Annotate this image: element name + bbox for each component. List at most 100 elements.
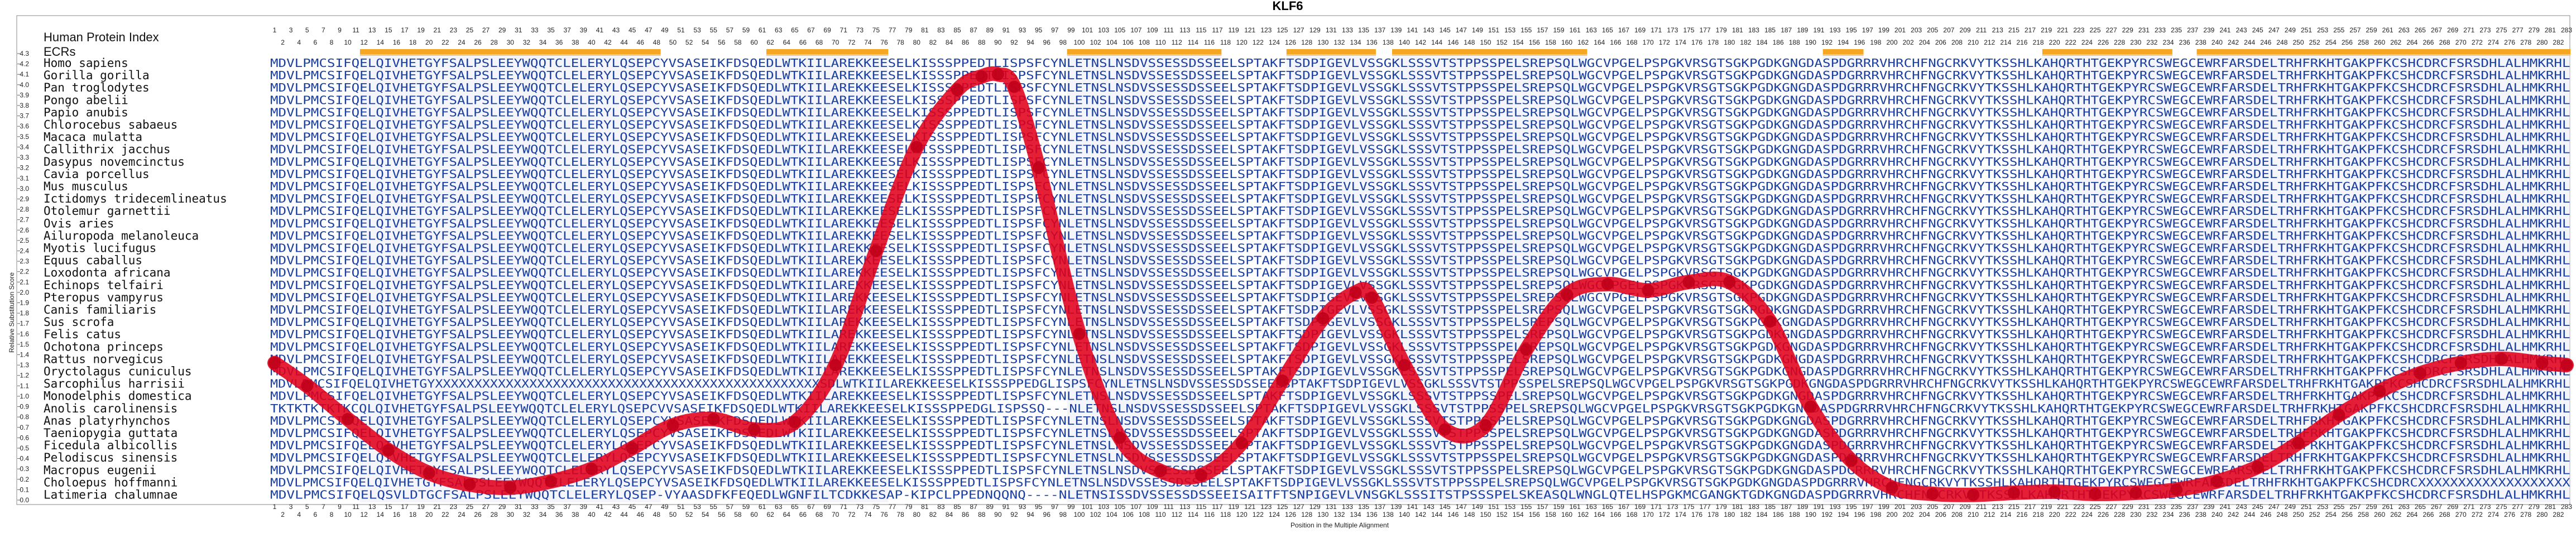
x-tick-label-bottom: 6 [313, 511, 317, 518]
sequence-row: MDVLPMCSIFQELQIVHETGYFSALPSLEEYWQQTCLELE… [270, 451, 2570, 464]
x-tick-label-top: 241 [2219, 26, 2230, 34]
x-tick-label-bottom: 226 [2098, 511, 2109, 518]
x-tick-label-bottom: 276 [2504, 511, 2515, 518]
x-tick-label-bottom: 178 [1707, 511, 1719, 518]
x-tick-label-top: 153 [1504, 26, 1515, 34]
species-label: Loxodonta africana [44, 266, 171, 280]
score-point [268, 357, 281, 369]
x-tick-label-bottom: 248 [2276, 511, 2287, 518]
x-tick-label-top: 78 [896, 39, 904, 46]
x-tick-label-top: 85 [953, 26, 961, 34]
x-tick-label-top: 246 [2260, 39, 2271, 46]
x-tick-label-top: 185 [1764, 26, 1776, 34]
score-point [975, 70, 988, 83]
x-tick-label-bottom: 87 [970, 503, 978, 511]
x-tick-label-top: 116 [1204, 39, 1215, 46]
x-tick-label-top: 152 [1496, 39, 1508, 46]
x-tick-label-bottom: 235 [2171, 503, 2182, 511]
x-tick-label-top: 282 [2553, 39, 2564, 46]
x-tick-label-top: 47 [645, 26, 653, 34]
x-tick-label-bottom: 250 [2292, 511, 2304, 518]
x-tick-label-bottom: 139 [1390, 503, 1402, 511]
alignment-sequences: MDVLPMCSIFQELQIVHETGYFSALPSLEEYWQQTCLELE… [270, 56, 2570, 502]
x-tick-label-top: 37 [563, 26, 571, 34]
x-tick-label-bottom: 18 [409, 511, 417, 518]
x-tick-label-bottom: 259 [2366, 503, 2377, 511]
x-tick-label-top: 95 [1035, 26, 1043, 34]
x-tick-label-bottom: 212 [1984, 511, 1995, 518]
x-tick-label-bottom: 16 [393, 511, 401, 518]
x-tick-label-bottom: 83 [937, 503, 945, 511]
x-tick-label-top: 263 [2398, 26, 2410, 34]
x-tick-label-bottom: 236 [2179, 511, 2190, 518]
x-tick-label-bottom: 277 [2512, 503, 2524, 511]
x-tick-label-bottom: 249 [2285, 503, 2296, 511]
score-point [1276, 374, 1289, 387]
x-tick-label-top: 126 [1285, 39, 1296, 46]
x-tick-label-bottom: 52 [685, 511, 693, 518]
x-tick-label-top: 57 [726, 26, 734, 34]
x-tick-label-bottom: 34 [539, 511, 547, 518]
x-tick-label-top: 58 [734, 39, 742, 46]
x-tick-label-top: 205 [1927, 26, 1938, 34]
x-tick-label-bottom: 174 [1675, 511, 1686, 518]
x-tick-label-bottom: 262 [2390, 511, 2401, 518]
x-tick-label-bottom: 78 [896, 511, 904, 518]
x-tick-label-top: 17 [401, 26, 409, 34]
sequence-row: MDVLPMCSIFQELQIVHETGYFSALPSLEEYWQQTCLELE… [270, 167, 2570, 181]
x-tick-label-bottom: 60 [750, 511, 758, 518]
score-point [2129, 486, 2142, 499]
x-tick-label-bottom: 88 [978, 511, 986, 518]
x-tick-label-top: 242 [2228, 39, 2239, 46]
x-tick-label-bottom: 209 [1960, 503, 1971, 511]
species-label: Felis catus [44, 328, 121, 341]
x-tick-label-top: 7 [322, 26, 325, 34]
x-tick-label-top: 75 [872, 26, 880, 34]
x-tick-label-top: 230 [2130, 39, 2141, 46]
x-tick-label-bottom: 130 [1317, 511, 1328, 518]
x-tick-label-bottom: 153 [1504, 503, 1515, 511]
score-point [2536, 357, 2549, 369]
x-tick-label-top: 50 [669, 39, 677, 46]
x-tick-label-top: 76 [880, 39, 888, 46]
x-tick-label-bottom: 111 [1164, 503, 1174, 511]
y-tick-label: 0.9 [20, 403, 29, 411]
x-tick-label-bottom: 96 [1043, 511, 1051, 518]
x-tick-label-top: 265 [2415, 26, 2426, 34]
x-tick-label-bottom: 228 [2114, 511, 2125, 518]
x-tick-label-bottom: 120 [1236, 511, 1248, 518]
x-tick-label-top: 217 [2025, 26, 2036, 34]
x-tick-label-bottom: 176 [1691, 511, 1702, 518]
x-tick-label-bottom: 283 [2561, 503, 2572, 511]
x-tick-label-bottom: 216 [2016, 511, 2027, 518]
ecr-track [359, 49, 2571, 502]
x-tick-label-bottom: 146 [1447, 511, 1459, 518]
x-tick-label-bottom: 30 [507, 511, 515, 518]
x-tick-label-bottom: 170 [1643, 511, 1654, 518]
x-tick-label-top: 119 [1229, 26, 1239, 34]
x-tick-label-top: 53 [693, 26, 701, 34]
x-tick-label-bottom: 86 [962, 511, 970, 518]
x-tick-label-bottom: 92 [1010, 511, 1018, 518]
score-point [1601, 278, 1614, 291]
x-tick-label-top: 110 [1155, 39, 1166, 46]
y-tick-label: 3.4 [20, 143, 29, 151]
x-tick-label-bottom: 155 [1520, 503, 1532, 511]
x-tick-label-bottom: 35 [547, 503, 555, 511]
x-tick-label-top: 261 [2382, 26, 2393, 34]
x-tick-label-bottom: 58 [734, 511, 742, 518]
x-tick-label-top: 213 [1992, 26, 2003, 34]
x-tick-label-bottom: 267 [2431, 503, 2442, 511]
x-tick-label-bottom: 191 [1813, 503, 1824, 511]
x-tick-label-top: 202 [1903, 39, 1914, 46]
y-tick-label: 1.0 [20, 392, 29, 400]
x-axis-ticks-top: 1234567891011121314151617181920212223242… [273, 26, 2573, 46]
x-tick-label-bottom: 206 [1935, 511, 1946, 518]
x-tick-label-top: 33 [531, 26, 539, 34]
x-tick-label-top: 2 [281, 39, 285, 46]
x-tick-label-top: 228 [2114, 39, 2125, 46]
x-tick-label-top: 280 [2536, 39, 2548, 46]
x-tick-label-bottom: 4 [297, 511, 301, 518]
x-tick-label-top: 195 [1846, 26, 1857, 34]
x-tick-label-top: 8 [330, 39, 334, 46]
